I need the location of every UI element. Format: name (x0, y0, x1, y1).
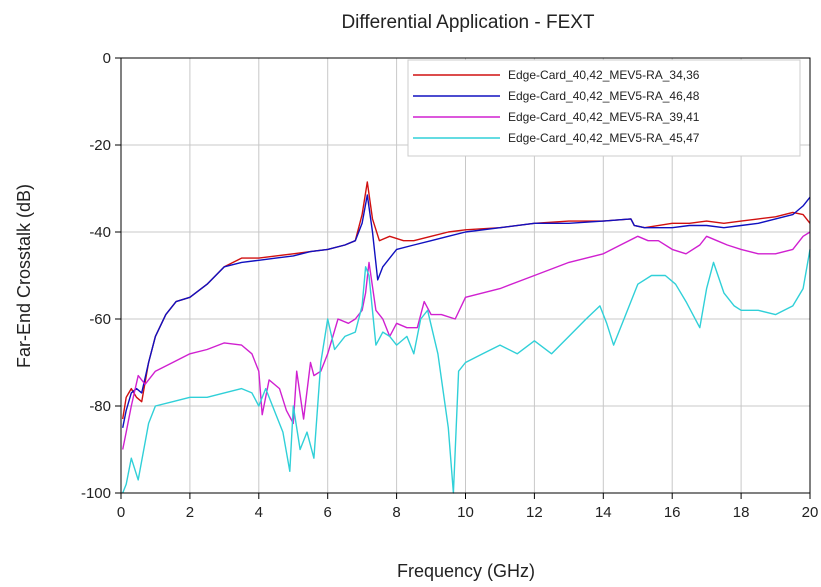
y-axis-ticks: 0 -20 -40 -60 -80 -100 (81, 50, 121, 502)
x-tick-label: 2 (186, 504, 194, 521)
legend: Edge-Card_40,42_MEV5-RA_34,36 Edge-Card_4… (407, 59, 801, 157)
y-tick-label: -80 (89, 398, 111, 415)
y-tick-label: -40 (89, 224, 111, 241)
x-tick-label: 8 (392, 504, 400, 521)
legend-label-2: Edge-Card_40,42_MEV5-RA_46,48 (508, 89, 700, 103)
x-tick-label: 20 (802, 504, 819, 521)
x-axis-ticks: 0 2 4 6 8 10 12 14 16 18 20 (117, 493, 819, 521)
x-tick-label: 0 (117, 504, 125, 521)
series-line-4 (122, 249, 811, 494)
y-tick-label: -20 (89, 137, 111, 154)
x-tick-label: 14 (595, 504, 612, 521)
y-tick-label: -100 (81, 485, 111, 502)
legend-label-1: Edge-Card_40,42_MEV5-RA_34,36 (508, 68, 700, 82)
y-tick-label: -60 (89, 311, 111, 328)
legend-box (407, 59, 801, 157)
y-axis-label: Far-End Crosstalk (dB) (14, 184, 34, 368)
x-tick-label: 18 (733, 504, 750, 521)
series-layer (122, 181, 811, 494)
x-axis-label: Frequency (GHz) (397, 561, 535, 581)
x-tick-label: 6 (324, 504, 332, 521)
x-tick-label: 10 (457, 504, 474, 521)
chart-title: Differential Application - FEXT (341, 12, 594, 33)
y-tick-label: 0 (103, 50, 111, 67)
legend-label-4: Edge-Card_40,42_MEV5-RA_45,47 (508, 131, 700, 145)
x-tick-label: 12 (526, 504, 543, 521)
series-line-2 (122, 194, 811, 428)
legend-label-3: Edge-Card_40,42_MEV5-RA_39,41 (508, 110, 700, 124)
x-tick-label: 4 (255, 504, 263, 521)
x-tick-label: 16 (664, 504, 681, 521)
series-line-3 (122, 231, 811, 450)
